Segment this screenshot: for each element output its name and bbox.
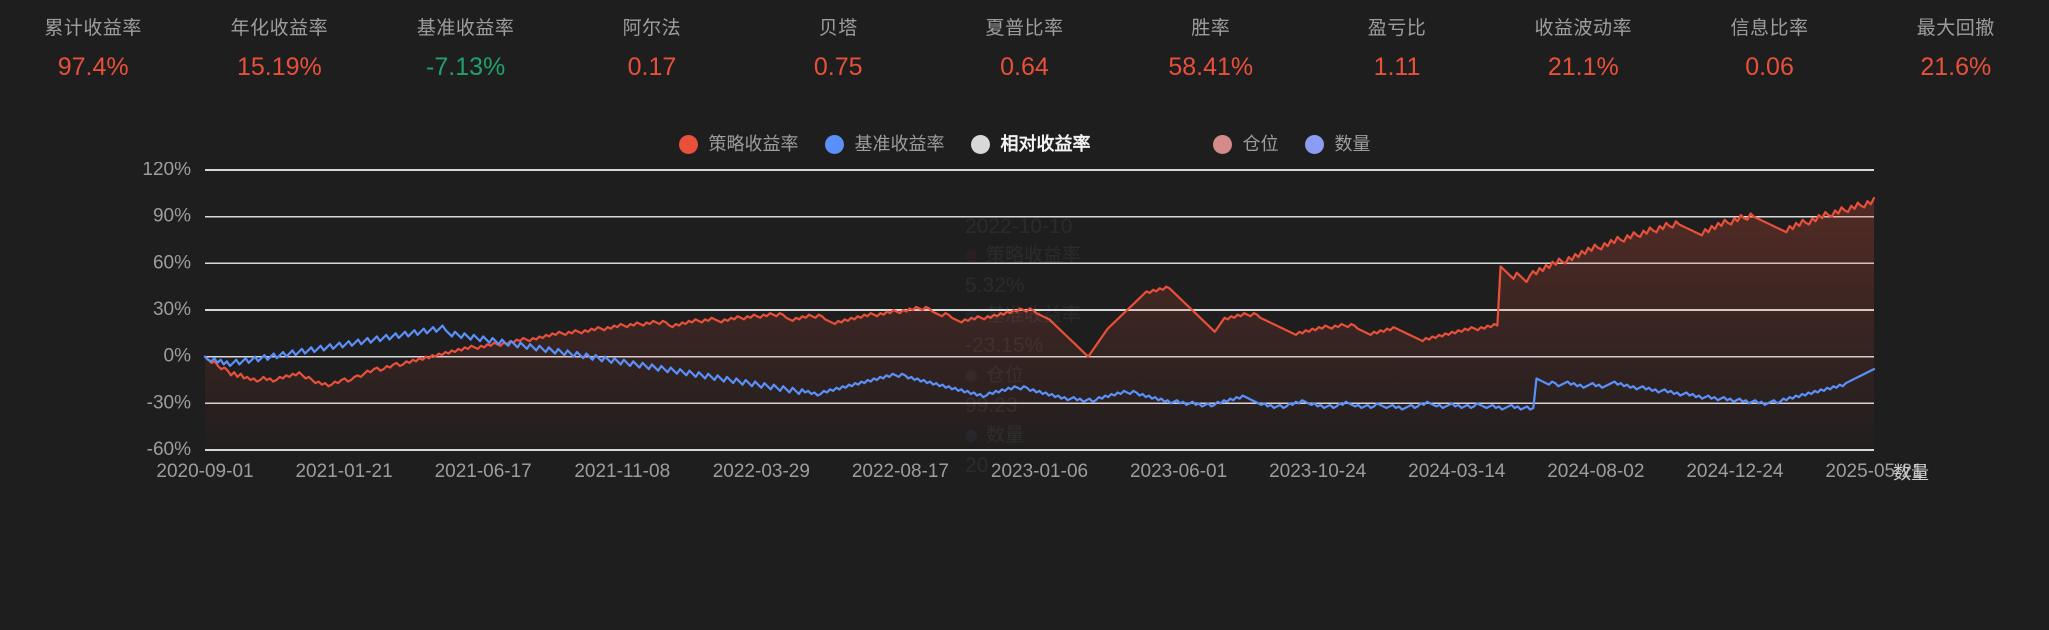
x-axis-tick-label: 2021-01-21: [295, 461, 392, 482]
metric-label: 盈亏比: [1367, 18, 1427, 39]
legend-label: 仓位: [1242, 134, 1279, 154]
x-axis-tick-label: 2025-05-21: [1825, 461, 1922, 482]
metric-value: 58.41%: [1168, 53, 1254, 81]
metric-value: 0.17: [627, 53, 677, 81]
legend-group-returns: 策略收益率 基准收益率 相对收益率: [666, 134, 1104, 154]
x-axis-tick-label: 2024-08-02: [1547, 461, 1644, 482]
legend-item[interactable]: 数量: [1304, 134, 1371, 154]
series-areas: [205, 198, 1874, 450]
metric-label: 累计收益率: [44, 18, 142, 39]
metric-card: 夏普比率 0.64: [931, 0, 1117, 81]
x-axis-tick-label: 2021-11-08: [574, 461, 670, 482]
y-axis-tick-label: 60%: [153, 252, 191, 273]
metric-label: 阿尔法: [622, 18, 682, 39]
y-axis-tick-label: -60%: [147, 439, 191, 460]
legend-label: 基准收益率: [854, 134, 945, 154]
metric-card: 基准收益率 -7.13%: [373, 0, 559, 81]
series-line: [203, 196, 1876, 388]
x-axis-tick-label: 2024-12-24: [1686, 461, 1784, 482]
metric-value: 15.19%: [237, 53, 322, 81]
metric-label: 夏普比率: [985, 18, 1064, 39]
legend-marker-dot-icon: [1304, 134, 1324, 154]
metric-value: 1.11: [1373, 53, 1421, 81]
metric-value: 0.64: [1000, 53, 1049, 81]
legend-spacer: [1104, 144, 1200, 145]
metric-label: 胜率: [1191, 18, 1231, 39]
y-axis-tick-label: 120%: [142, 162, 191, 180]
y-axis-tick-label: 90%: [153, 206, 191, 227]
metric-card: 年化收益率 15.19%: [186, 0, 372, 81]
legend-group-holdings: 仓位 数量: [1200, 134, 1384, 154]
metric-label: 最大回撤: [1916, 18, 1995, 39]
x-axis-tick-label: 2022-03-29: [713, 461, 810, 482]
x-axis-tick-label: 2020-09-01: [156, 461, 253, 482]
x-axis-tick-label: 2024-03-14: [1408, 461, 1506, 482]
metric-label: 年化收益率: [230, 18, 329, 39]
metric-value: -7.13%: [426, 53, 506, 81]
x-axis-tick-label: 2022-08-17: [852, 461, 949, 482]
legend-label: 策略收益率: [708, 134, 799, 154]
y-axis-tick-label: 30%: [153, 299, 191, 320]
y-axis-ticks: -60% -30% 0% 30% 60% 90% 120%: [142, 162, 191, 460]
metric-label: 基准收益率: [416, 18, 515, 39]
metric-card: 阿尔法 0.17: [559, 0, 745, 81]
metric-card: 累计收益率 97.4%: [0, 0, 186, 81]
legend-item[interactable]: 基准收益率: [824, 134, 945, 154]
metric-card: 贝塔 0.75: [745, 0, 931, 81]
secondary-axis-label: 数量: [1893, 463, 1929, 483]
metric-card: 收益波动率 21.1%: [1490, 0, 1676, 81]
legend-marker-dot-icon: [824, 134, 844, 154]
cumulative-returns-chart[interactable]: -60% -30% 0% 30% 60% 90% 120% 2020-09-01 2021-0…: [0, 162, 2049, 630]
metric-value: 21.6%: [1920, 53, 1992, 81]
metric-label: 收益波动率: [1534, 18, 1633, 39]
legend-marker-dot-icon: [970, 134, 990, 154]
series-lines: [203, 196, 1876, 411]
x-axis-tick-label: 2023-10-24: [1269, 461, 1367, 482]
legend-item[interactable]: 仓位: [1212, 134, 1279, 154]
x-axis-tick-label: 2021-06-17: [435, 461, 532, 482]
x-axis-tick-label: 2023-06-01: [1130, 461, 1227, 482]
metrics-row: 累计收益率 97.4% 年化收益率 15.19% 基准收益率 -7.13% 阿尔法 0.17 贝…: [0, 0, 2049, 96]
x-axis-ticks: 2020-09-01 2021-01-21 2021-06-17 2021-11-08…: [156, 461, 1922, 482]
chart-canvas[interactable]: -60% -30% 0% 30% 60% 90% 120% 2020-09-01 2021-0…: [0, 162, 2049, 630]
legend-marker-dot-icon: [1212, 134, 1232, 154]
legend-item[interactable]: 相对收益率: [970, 134, 1091, 154]
axis-name-label: 数量: [1893, 463, 1929, 483]
metric-value: 0.06: [1745, 53, 1794, 81]
metric-label: 信息比率: [1730, 18, 1809, 39]
metric-card: 最大回撤 21.6%: [1863, 0, 2049, 81]
metric-value: 21.1%: [1547, 53, 1619, 81]
legend-label: 相对收益率: [1000, 134, 1091, 154]
metric-value: 97.4%: [57, 53, 129, 81]
metric-label: 贝塔: [818, 18, 858, 39]
legend-label: 数量: [1334, 134, 1371, 154]
y-axis-tick-label: -30%: [147, 392, 191, 413]
chart-legend: 策略收益率 基准收益率 相对收益率 仓位 数量: [0, 126, 2049, 162]
metric-card: 胜率 58.41%: [1118, 0, 1304, 81]
x-axis-tick-label: 2023-01-06: [991, 461, 1088, 482]
series-line: [203, 324, 1876, 411]
y-axis-tick-label: 0%: [164, 346, 192, 367]
legend-marker-dot-icon: [678, 134, 698, 154]
metric-card: 盈亏比 1.11: [1304, 0, 1490, 81]
legend-item[interactable]: 策略收益率: [678, 134, 799, 154]
metric-value: 0.75: [813, 53, 863, 81]
metric-card: 信息比率 0.06: [1676, 0, 1862, 81]
